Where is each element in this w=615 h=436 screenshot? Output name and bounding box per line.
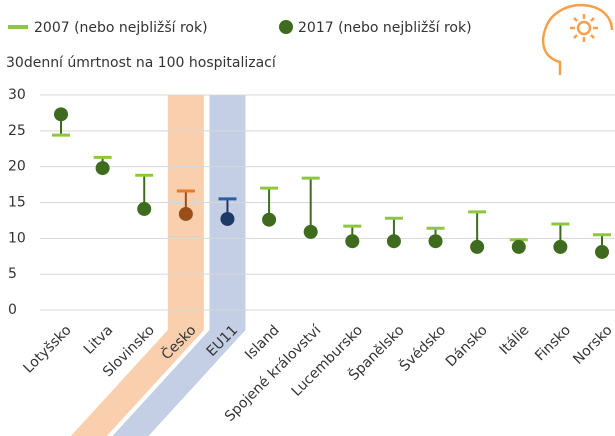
dot-2017 [303, 224, 318, 239]
y-tick-label: 5 [8, 266, 17, 282]
dot-2017 [95, 161, 110, 176]
x-tick-label: Finsko [532, 322, 574, 364]
x-tick-label: Litva [81, 322, 116, 357]
highlight-band [112, 95, 246, 436]
icon [541, 3, 614, 75]
legend-label: 2007 (nebo nejbližší rok) [34, 20, 208, 36]
y-tick-label: 15 [8, 195, 26, 211]
x-tick-label: Lotyšsko [20, 322, 74, 376]
dot-2017 [511, 239, 526, 254]
y-axis-label: 30denní úmrtnost na 100 hospitalizací [6, 55, 277, 71]
y-tick-label: 20 [8, 159, 26, 175]
y-tick-label: 10 [8, 230, 26, 246]
dot-2017 [553, 239, 568, 254]
x-tick-label: Švédsko [395, 321, 449, 375]
dot-2017 [54, 107, 68, 122]
dot-2017 [428, 234, 443, 249]
y-tick-label: 0 [8, 302, 17, 318]
dot-2017 [178, 206, 193, 221]
y-tick-label: 25 [8, 123, 26, 139]
legend-label: 2017 (nebo nejbližší rok) [298, 20, 472, 36]
x-tick-label: Norsko [570, 322, 615, 367]
dot-2017 [345, 234, 360, 249]
dot-2017 [137, 201, 152, 216]
highlight-band [70, 95, 204, 436]
dot-2017 [220, 211, 235, 226]
x-tick-label: Dánsko [443, 322, 491, 370]
dot-2017 [386, 234, 401, 249]
x-tick-label: Itálie [497, 322, 533, 358]
dot-2017 [470, 239, 485, 254]
x-tick-label: Island [242, 322, 283, 363]
legend-marker [279, 20, 293, 34]
dot-2017 [262, 212, 277, 227]
dot-2017 [595, 244, 609, 259]
y-tick-label: 30 [8, 87, 26, 103]
